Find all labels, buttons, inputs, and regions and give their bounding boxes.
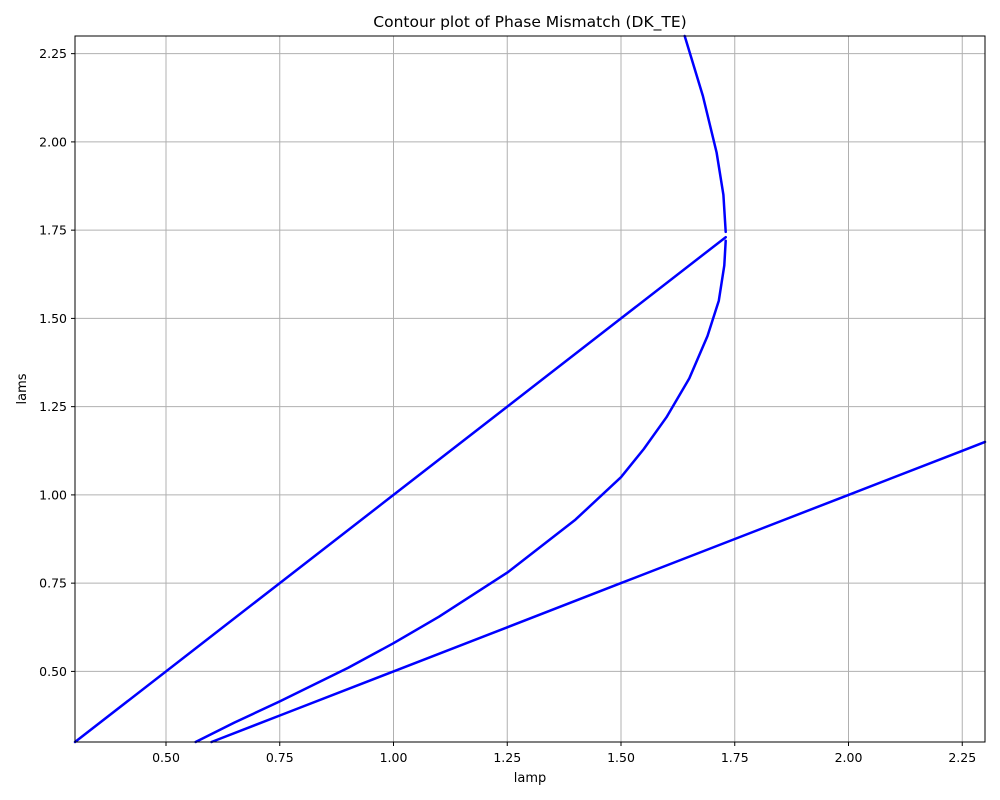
grid — [75, 36, 985, 742]
y-tick-label: 1.25 — [39, 399, 67, 414]
x-tick-label: 2.00 — [835, 750, 863, 765]
x-tick-label: 2.25 — [948, 750, 976, 765]
plot-area — [73, 34, 987, 744]
y-tick-label: 1.50 — [39, 311, 67, 326]
y-tick-label: 0.50 — [39, 664, 67, 679]
y-tick-label: 2.00 — [39, 134, 67, 149]
contour-line-3 — [194, 239, 727, 744]
y-axis: 0.50 0.75 1.00 1.25 1.50 1.75 2.00 2.25 — [39, 46, 75, 679]
plot-frame — [74, 35, 986, 743]
x-tick-label: 0.75 — [266, 750, 294, 765]
x-tick-label: 1.50 — [607, 750, 635, 765]
contour-line-1 — [73, 235, 727, 744]
y-tick-label: 0.75 — [39, 576, 67, 591]
x-axis: 0.50 0.75 1.00 1.25 1.50 1.75 2.00 2.25 — [152, 742, 976, 765]
x-tick-label: 1.75 — [721, 750, 749, 765]
contour-line-4 — [210, 440, 987, 744]
y-tick-label: 1.00 — [39, 487, 67, 502]
x-tick-label: 1.25 — [493, 750, 521, 765]
y-axis-label: lams — [15, 373, 30, 404]
contour-line-2 — [683, 34, 727, 234]
y-tick-label: 2.25 — [39, 46, 67, 61]
x-tick-label: 0.50 — [152, 750, 180, 765]
x-tick-label: 1.00 — [380, 750, 408, 765]
chart-title: Contour plot of Phase Mismatch (DK_TE) — [373, 13, 686, 32]
y-tick-label: 1.75 — [39, 223, 67, 238]
x-axis-label: lamp — [514, 771, 547, 786]
